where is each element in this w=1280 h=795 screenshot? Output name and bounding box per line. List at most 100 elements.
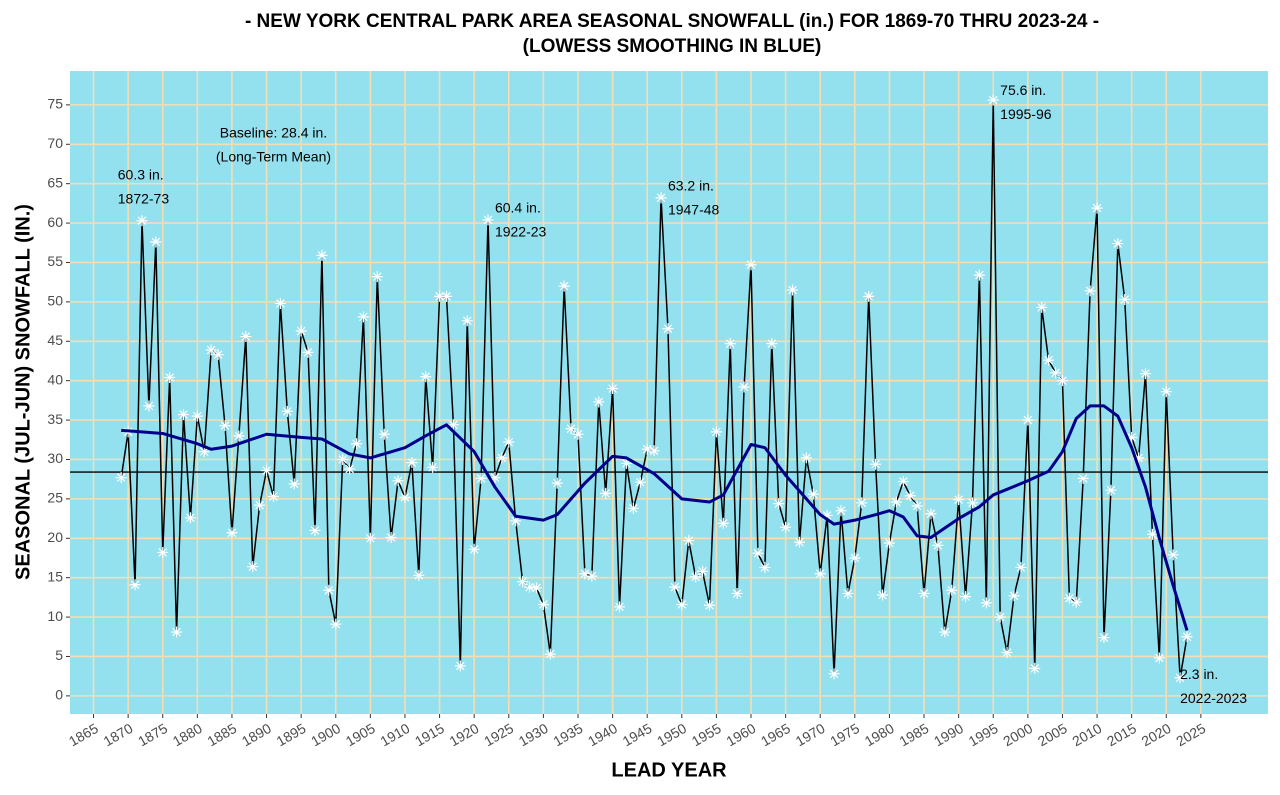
data-point (773, 498, 785, 510)
annotation: 2022-2023 (1180, 690, 1247, 706)
data-point (911, 500, 923, 512)
x-tick-label: 1950 (654, 720, 689, 750)
x-tick-label: 1975 (827, 720, 862, 750)
data-point (1119, 294, 1131, 306)
data-point (662, 323, 674, 335)
data-point (489, 472, 501, 484)
data-point (973, 269, 985, 281)
x-tick-label: 1865 (66, 720, 101, 750)
data-point (198, 446, 210, 458)
y-tick-label: 15 (47, 568, 63, 584)
annotation: 60.3 in. (118, 167, 164, 183)
data-point (351, 438, 363, 450)
data-point (136, 215, 148, 227)
data-point (420, 371, 432, 383)
data-point (1091, 202, 1103, 214)
data-point (697, 565, 709, 577)
x-tick-label: 1915 (412, 720, 447, 750)
data-point (766, 338, 778, 350)
data-point (1022, 414, 1034, 426)
y-tick-label: 40 (47, 371, 63, 387)
data-point (1098, 632, 1110, 644)
data-point (378, 428, 390, 440)
data-point (413, 569, 425, 581)
data-point (607, 383, 619, 395)
data-point (461, 315, 473, 327)
x-tick-label: 1995 (966, 720, 1001, 750)
data-point (274, 297, 286, 309)
x-tick-label: 1875 (135, 720, 170, 750)
data-point (240, 331, 252, 343)
data-point (953, 494, 965, 506)
data-point (1181, 631, 1193, 643)
x-tick-label: 2025 (1173, 720, 1208, 750)
x-tick-label: 2020 (1139, 720, 1174, 750)
data-point (863, 290, 875, 302)
data-point (821, 509, 833, 521)
data-point (849, 552, 861, 564)
data-point (1070, 596, 1082, 608)
data-point (254, 499, 266, 511)
data-point (1112, 238, 1124, 250)
y-tick-label: 5 (55, 647, 63, 663)
y-axis-title: SEASONAL (JUL-JUN) SNOWFALL (IN.) (12, 204, 34, 580)
data-point (551, 477, 563, 489)
y-tick-label: 0 (55, 687, 63, 703)
data-point (1133, 452, 1145, 464)
data-point (800, 452, 812, 464)
data-point (593, 396, 605, 408)
data-point (710, 426, 722, 438)
x-tick-label: 1910 (377, 720, 412, 750)
data-point (1050, 367, 1062, 379)
data-point (918, 587, 930, 599)
data-point (932, 539, 944, 551)
data-point (1140, 368, 1151, 380)
data-point (1084, 285, 1096, 297)
data-point (392, 475, 404, 487)
y-tick-label: 75 (47, 96, 63, 112)
data-point (1105, 484, 1117, 496)
series-line (121, 404, 1189, 631)
x-tick-label: 2005 (1035, 720, 1070, 750)
x-tick-label: 1905 (343, 720, 378, 750)
y-tick-label: 70 (47, 135, 63, 151)
data-point (579, 568, 591, 580)
y-tick-label: 65 (47, 174, 63, 190)
data-point (157, 546, 169, 558)
data-point (870, 458, 882, 470)
data-point (1077, 472, 1089, 484)
data-point (503, 436, 515, 448)
data-point (288, 478, 300, 490)
data-point (620, 457, 632, 469)
y-tick-label: 60 (47, 214, 63, 230)
data-point (344, 463, 356, 475)
x-tick-label: 1890 (239, 720, 274, 750)
data-point (267, 491, 279, 503)
x-axis-title: LEAD YEAR (611, 759, 727, 781)
data-point (731, 587, 743, 599)
annotation: (Long-Term Mean) (216, 149, 331, 165)
data-point (371, 271, 383, 283)
data-point (281, 405, 293, 417)
data-point (600, 487, 612, 499)
data-point (980, 597, 992, 609)
data-point (960, 591, 972, 603)
data-point (1043, 354, 1055, 366)
data-point (676, 598, 688, 610)
data-point (191, 410, 203, 422)
data-point (1126, 431, 1138, 443)
data-point (793, 536, 805, 548)
data-point (496, 452, 508, 464)
x-tick-label: 2010 (1069, 720, 1104, 750)
data-point (572, 428, 584, 440)
data-point (330, 618, 342, 630)
data-point (226, 527, 238, 539)
data-point (648, 445, 660, 457)
x-tick-label: 1925 (481, 720, 516, 750)
data-point (994, 611, 1006, 623)
data-point (212, 349, 224, 361)
x-tick-label: 1900 (308, 720, 343, 750)
annotation: 2.3 in. (1180, 666, 1218, 682)
data-point (219, 420, 231, 432)
annotation: 1922-23 (495, 224, 547, 240)
